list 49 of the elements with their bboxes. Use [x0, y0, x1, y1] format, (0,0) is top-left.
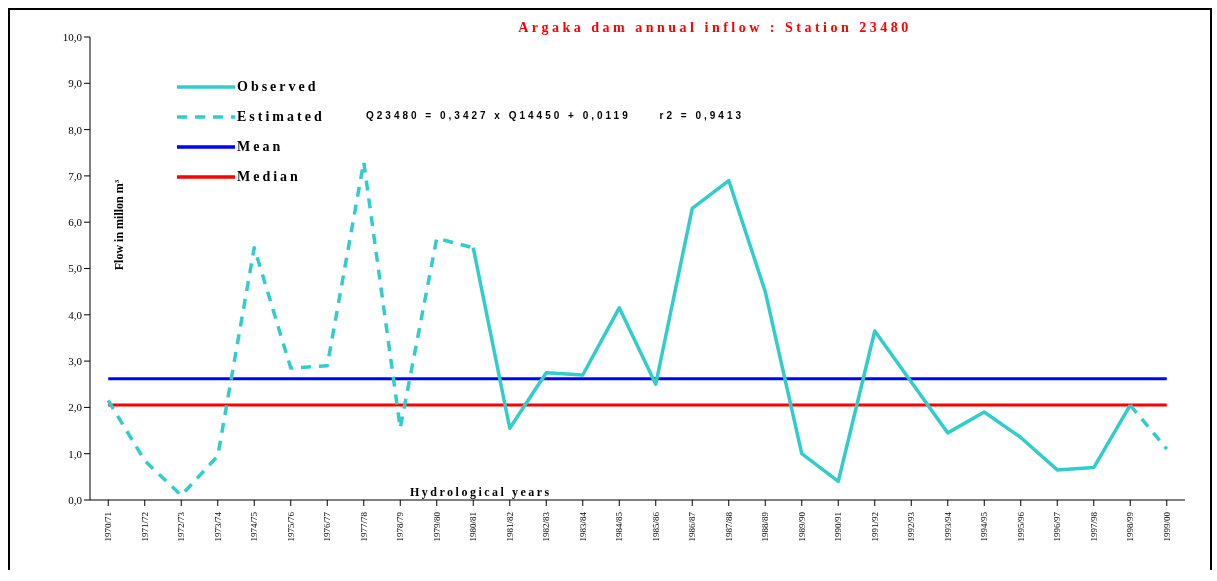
- chart-title: Argaka dam annual inflow : Station 23480: [517, 20, 913, 36]
- x-tick-label: 1978/79: [395, 511, 406, 542]
- y-tick-label: 5,0: [68, 262, 83, 275]
- x-tick-label: 1975/76: [285, 511, 296, 542]
- x-tick-label: 1973/74: [212, 511, 223, 542]
- legend-label: Estimated: [237, 109, 325, 125]
- x-tick-label: 1990/91: [833, 512, 844, 542]
- x-tick-label: 1999/00: [1161, 511, 1172, 542]
- x-tick-label: 1987/88: [723, 511, 734, 542]
- x-tick-label: 1986/87: [687, 511, 698, 542]
- y-tick-label: 0,0: [68, 493, 83, 506]
- x-tick-label: 1992/93: [906, 511, 917, 542]
- x-tick-label: 1982/83: [541, 511, 552, 542]
- y-tick-label: 8,0: [68, 123, 83, 136]
- y-tick-label: 2,0: [68, 401, 83, 414]
- x-tick-label: 1971/72: [139, 512, 150, 542]
- x-tick-label: 1991/92: [869, 512, 880, 542]
- x-tick-label: 1974/75: [249, 511, 260, 542]
- x-tick-label: 1984/85: [614, 511, 625, 542]
- annotation: Q23480 = 0,3427 x Q14450 + 0,0119 r2 = 0,9413: [366, 110, 745, 121]
- legend-label: Observed: [237, 79, 319, 95]
- x-tick-label: 1994/95: [979, 511, 990, 542]
- x-tick-label: 1983/84: [577, 511, 588, 542]
- y-tick-label: 9,0: [68, 77, 83, 90]
- x-tick-label: 1989/90: [796, 511, 807, 542]
- x-axis-title: Hydrological years: [410, 485, 552, 500]
- y-tick-label: 4,0: [68, 308, 83, 321]
- line-series: [471, 178, 1132, 484]
- y-tick-label: 7,0: [68, 169, 83, 182]
- y-tick-label: 6,0: [68, 216, 83, 229]
- legend-label: Median: [237, 169, 301, 185]
- x-tick-label: 1993/94: [942, 511, 953, 542]
- x-tick-label: 1997/98: [1088, 511, 1099, 542]
- x-tick-label: 1988/89: [760, 511, 771, 542]
- legend-label: Mean: [237, 139, 284, 155]
- y-tick-label: 1,0: [68, 447, 83, 460]
- x-tick-label: 1970/71: [103, 512, 114, 542]
- x-tick-label: 1980/81: [468, 512, 479, 542]
- x-tick-label: 1995/96: [1015, 511, 1026, 542]
- x-tick-label: 1972/73: [176, 511, 187, 542]
- y-tick-label: 3,0: [68, 355, 83, 368]
- x-tick-label: 1979/80: [431, 511, 442, 542]
- x-tick-label: 1998/99: [1125, 511, 1136, 542]
- x-tick-label: 1985/86: [650, 511, 661, 542]
- x-tick-label: 1976/77: [322, 511, 333, 542]
- x-tick-label: 1981/82: [504, 512, 515, 542]
- x-tick-label: 1977/78: [358, 511, 369, 542]
- y-tick-label: 10,0: [62, 30, 83, 43]
- x-tick-label: 1996/97: [1052, 511, 1063, 542]
